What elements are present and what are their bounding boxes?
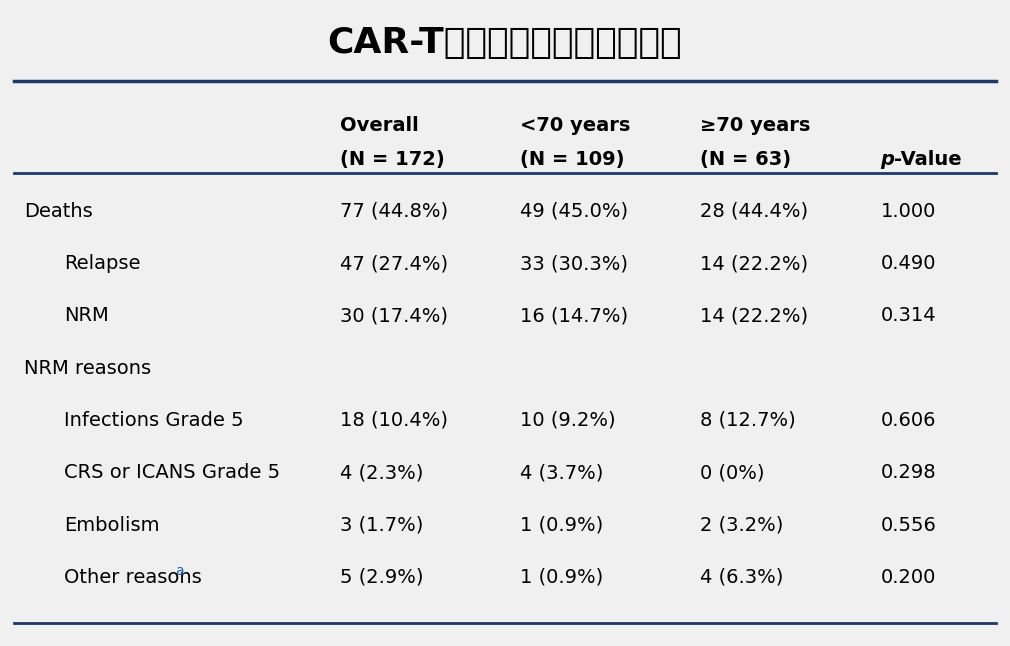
Text: 14 (22.2%): 14 (22.2%) — [700, 254, 808, 273]
Text: CRS or ICANS Grade 5: CRS or ICANS Grade 5 — [65, 463, 281, 483]
Text: 10 (9.2%): 10 (9.2%) — [520, 411, 616, 430]
Text: Other reasons: Other reasons — [65, 568, 202, 587]
Text: 77 (44.8%): 77 (44.8%) — [339, 202, 447, 221]
Text: 30 (17.4%): 30 (17.4%) — [339, 306, 447, 326]
Text: NRM: NRM — [65, 306, 109, 326]
Text: 14 (22.2%): 14 (22.2%) — [700, 306, 808, 326]
Text: p: p — [881, 150, 895, 169]
Text: (N = 172): (N = 172) — [339, 150, 444, 169]
Text: 16 (14.7%): 16 (14.7%) — [520, 306, 628, 326]
Text: <70 years: <70 years — [520, 116, 630, 135]
Text: 0 (0%): 0 (0%) — [700, 463, 765, 483]
Text: 5 (2.9%): 5 (2.9%) — [339, 568, 423, 587]
Text: (N = 109): (N = 109) — [520, 150, 624, 169]
Text: 3 (1.7%): 3 (1.7%) — [339, 516, 423, 535]
Text: 1 (0.9%): 1 (0.9%) — [520, 568, 603, 587]
Text: 47 (27.4%): 47 (27.4%) — [339, 254, 447, 273]
Text: 49 (45.0%): 49 (45.0%) — [520, 202, 628, 221]
Text: 1.000: 1.000 — [881, 202, 936, 221]
Text: a: a — [175, 564, 184, 578]
Text: NRM reasons: NRM reasons — [24, 359, 152, 378]
Text: 2 (3.2%): 2 (3.2%) — [700, 516, 784, 535]
Text: -Value: -Value — [894, 150, 962, 169]
Text: 0.314: 0.314 — [881, 306, 936, 326]
Text: 4 (2.3%): 4 (2.3%) — [339, 463, 423, 483]
Text: Embolism: Embolism — [65, 516, 160, 535]
Text: 1 (0.9%): 1 (0.9%) — [520, 516, 603, 535]
Text: 0.200: 0.200 — [881, 568, 936, 587]
Text: 0.556: 0.556 — [881, 516, 936, 535]
Text: 33 (30.3%): 33 (30.3%) — [520, 254, 628, 273]
Text: 4 (6.3%): 4 (6.3%) — [700, 568, 784, 587]
Text: ≥70 years: ≥70 years — [700, 116, 811, 135]
Text: 4 (3.7%): 4 (3.7%) — [520, 463, 603, 483]
Text: 0.490: 0.490 — [881, 254, 936, 273]
Text: CAR-T输注后的死亡率及其原因: CAR-T输注后的死亡率及其原因 — [327, 26, 683, 61]
Text: Deaths: Deaths — [24, 202, 93, 221]
Text: 8 (12.7%): 8 (12.7%) — [700, 411, 796, 430]
Text: (N = 63): (N = 63) — [700, 150, 792, 169]
Text: 28 (44.4%): 28 (44.4%) — [700, 202, 808, 221]
Text: Relapse: Relapse — [65, 254, 140, 273]
Text: 0.298: 0.298 — [881, 463, 936, 483]
Text: 0.606: 0.606 — [881, 411, 936, 430]
Text: Overall: Overall — [339, 116, 418, 135]
Text: 18 (10.4%): 18 (10.4%) — [339, 411, 447, 430]
Text: Infections Grade 5: Infections Grade 5 — [65, 411, 243, 430]
